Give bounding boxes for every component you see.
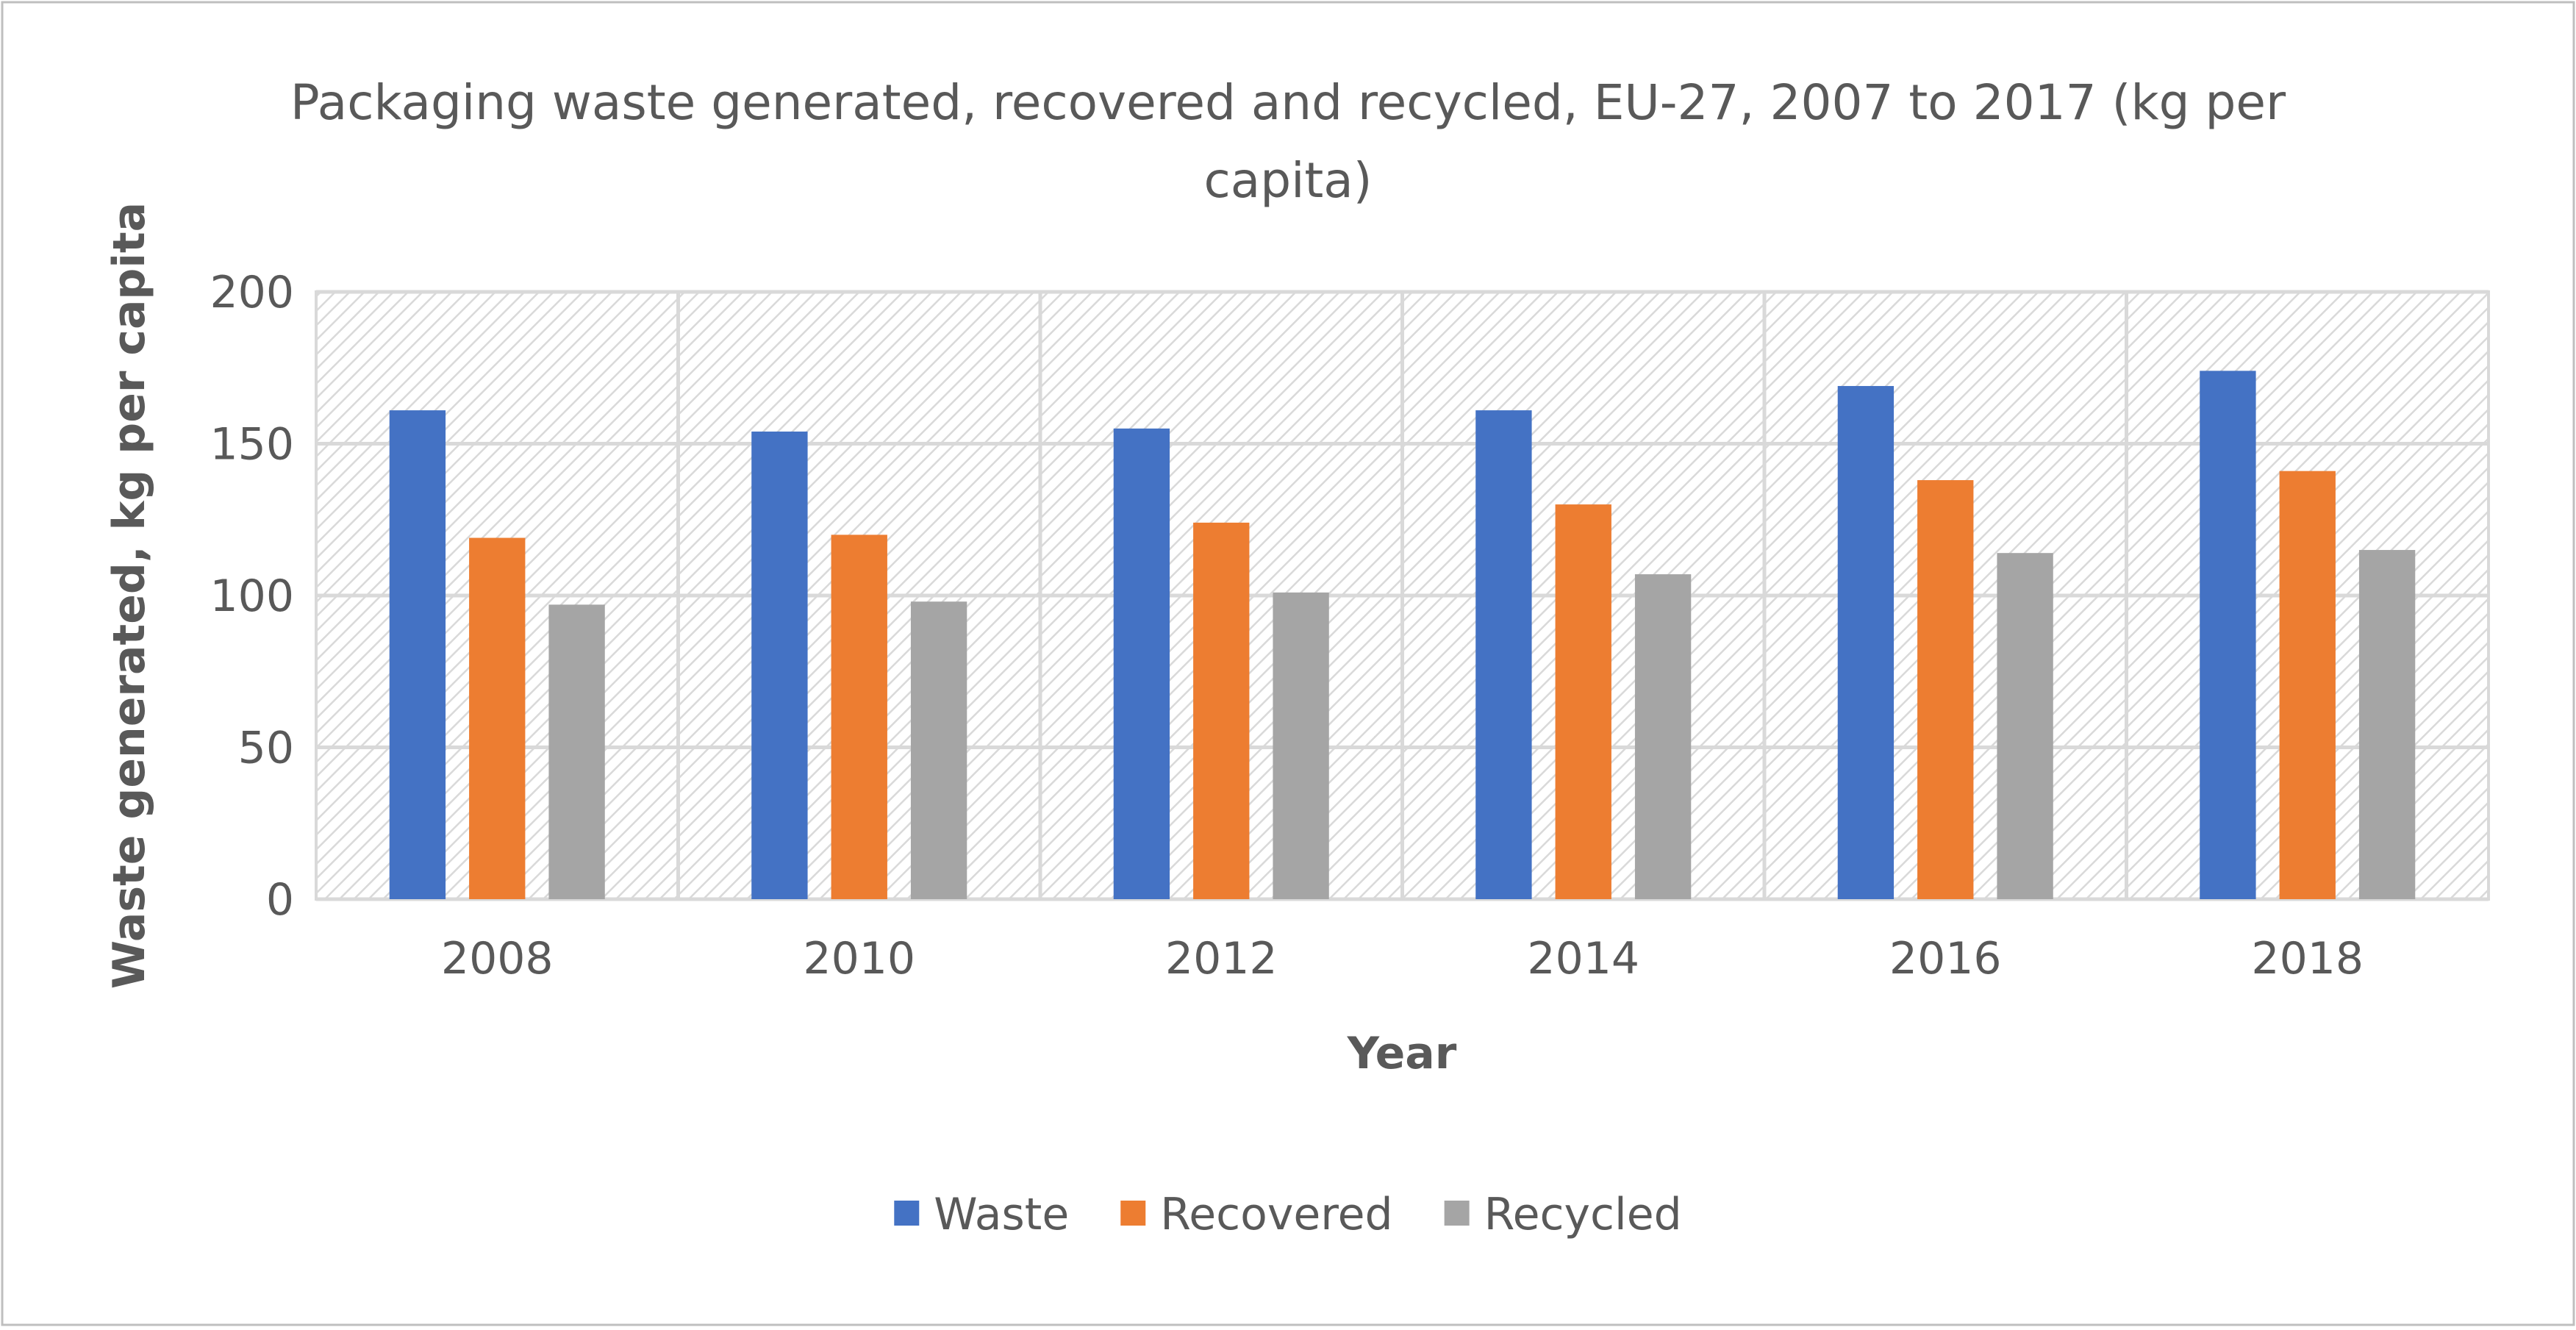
bar-waste-2014 [1475, 410, 1532, 899]
legend-label-recycled: Recycled [1484, 1189, 1682, 1240]
bar-recovered-2014 [1555, 504, 1611, 899]
bar-waste-2016 [1837, 386, 1895, 899]
legend-swatch-waste [894, 1201, 920, 1226]
legend-label-waste: Waste [934, 1189, 1069, 1240]
x-tick-label: 2010 [803, 933, 915, 984]
bar-recycled-2016 [1997, 553, 2053, 899]
x-tick-label: 2014 [1527, 933, 1639, 984]
bar-recycled-2008 [548, 604, 605, 899]
bar-waste-2012 [1113, 428, 1170, 899]
x-axis-ticks: 2008 2010 2012 2014 2016 2018 [441, 933, 2364, 984]
gridlines [316, 290, 2489, 901]
bar-recovered-2018 [2279, 471, 2336, 899]
chart-title-line-1: Packaging waste generated, recovered and… [290, 74, 2286, 131]
bar-recycled-2010 [910, 601, 967, 899]
bar-waste-2018 [2200, 371, 2256, 899]
y-axis-ticks: 0 50 100 150 200 [210, 267, 294, 926]
x-tick-label: 2012 [1165, 933, 1278, 984]
bar-waste-2010 [751, 431, 808, 899]
y-tick-label: 150 [210, 419, 294, 471]
bar-recycled-2014 [1634, 574, 1692, 899]
legend-swatch-recycled [1444, 1201, 1470, 1226]
legend-swatch-recovered [1120, 1201, 1146, 1226]
y-axis-title: Waste generated, kg per capita [104, 202, 155, 989]
legend: Waste Recovered Recycled [894, 1189, 1682, 1240]
bars [389, 371, 2416, 899]
y-tick-label: 200 [210, 267, 294, 318]
bar-recovered-2016 [1917, 480, 1974, 899]
y-tick-label: 0 [266, 874, 294, 926]
y-tick-label: 50 [238, 723, 294, 774]
bar-recycled-2012 [1273, 592, 1329, 899]
x-tick-label: 2016 [1889, 933, 2002, 984]
x-axis-title: Year [1347, 1028, 1457, 1079]
legend-label-recovered: Recovered [1160, 1189, 1392, 1240]
y-tick-label: 100 [210, 571, 294, 622]
x-tick-label: 2008 [441, 933, 554, 984]
bar-recovered-2012 [1193, 522, 1250, 899]
bar-recovered-2008 [469, 537, 526, 899]
chart-title-line-2: capita) [1203, 152, 1372, 209]
bar-recycled-2018 [2358, 550, 2416, 899]
x-tick-label: 2018 [2251, 933, 2364, 984]
bar-waste-2008 [389, 410, 446, 899]
bar-recovered-2010 [831, 534, 887, 899]
